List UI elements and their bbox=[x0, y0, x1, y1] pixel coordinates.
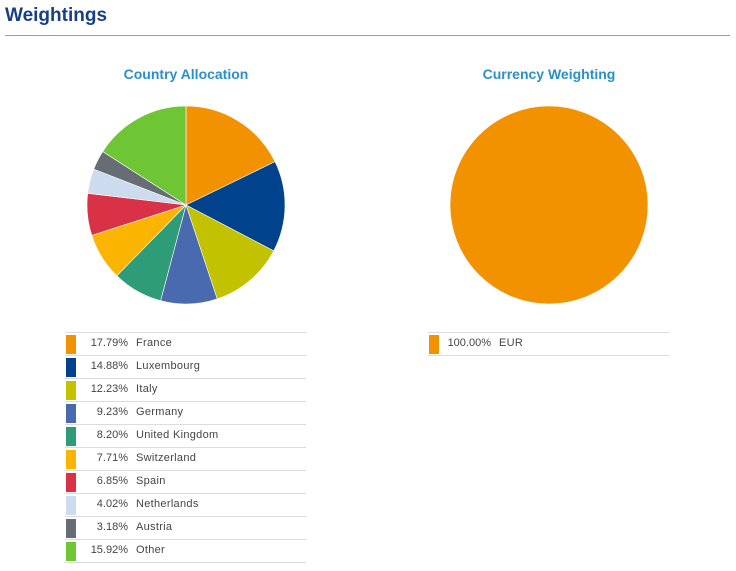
legend-percentage: 14.88% bbox=[90, 360, 128, 372]
legend-percentage: 6.85% bbox=[96, 475, 128, 487]
legend-swatch bbox=[66, 427, 76, 446]
legend-swatch bbox=[66, 542, 76, 561]
legend-swatch bbox=[66, 473, 76, 492]
legend-item-spain: 6.85% Spain bbox=[65, 470, 306, 493]
legend-item-luxembourg: 14.88% Luxembourg bbox=[65, 355, 306, 378]
legend-label: Germany bbox=[136, 406, 184, 418]
currency-weighting-legend: 100.00% EUR bbox=[428, 332, 669, 356]
pie-slice-france bbox=[185, 105, 276, 206]
legend-label: Luxembourg bbox=[136, 360, 201, 372]
legend-item-germany: 9.23% Germany bbox=[65, 401, 306, 424]
pie-slice-luxembourg bbox=[185, 161, 286, 252]
legend-label: Switzerland bbox=[136, 452, 197, 464]
legend-item-austria: 3.18% Austria bbox=[65, 516, 306, 539]
pie-slice-eur bbox=[449, 105, 649, 305]
legend-percentage: 12.23% bbox=[90, 383, 128, 395]
legend-percentage: 4.02% bbox=[96, 498, 128, 510]
legend-label: Netherlands bbox=[136, 498, 199, 510]
legend-label: Italy bbox=[136, 383, 158, 395]
legend-label: United Kingdom bbox=[136, 429, 219, 441]
legend-item-united-kingdom: 8.20% United Kingdom bbox=[65, 424, 306, 447]
legend-swatch bbox=[66, 358, 76, 377]
pie-slice-other bbox=[102, 105, 187, 206]
page-title: Weightings bbox=[5, 5, 108, 26]
legend-percentage: 100.00% bbox=[447, 337, 491, 349]
legend-label: Other bbox=[136, 544, 166, 556]
legend-item-other: 15.92% Other bbox=[65, 539, 306, 563]
title-divider bbox=[5, 35, 730, 36]
legend-item-switzerland: 7.71% Switzerland bbox=[65, 447, 306, 470]
legend-label: Spain bbox=[136, 475, 166, 487]
legend-item-netherlands: 4.02% Netherlands bbox=[65, 493, 306, 516]
legend-label: EUR bbox=[499, 337, 524, 349]
legend-item-eur: 100.00% EUR bbox=[428, 332, 669, 356]
legend-percentage: 17.79% bbox=[90, 337, 128, 349]
legend-swatch bbox=[66, 519, 76, 538]
currency-weighting-title: Currency Weighting bbox=[482, 66, 616, 82]
legend-percentage: 9.23% bbox=[96, 406, 128, 418]
currency-weighting-pie-chart bbox=[449, 105, 649, 305]
legend-label: Austria bbox=[136, 521, 173, 533]
legend-swatch bbox=[429, 335, 439, 354]
legend-percentage: 7.71% bbox=[96, 452, 128, 464]
pie-slice-italy bbox=[185, 204, 275, 300]
legend-swatch bbox=[66, 381, 76, 400]
legend-swatch bbox=[66, 404, 76, 423]
legend-swatch bbox=[66, 496, 76, 515]
legend-item-italy: 12.23% Italy bbox=[65, 378, 306, 401]
legend-swatch bbox=[66, 335, 76, 354]
legend-item-france: 17.79% France bbox=[65, 332, 306, 355]
legend-label: France bbox=[136, 337, 173, 349]
country-allocation-pie-chart bbox=[86, 105, 286, 305]
legend-percentage: 8.20% bbox=[96, 429, 128, 441]
country-allocation-legend: 17.79% France 14.88% Luxembourg 12.23% Italy 9… bbox=[65, 332, 306, 563]
legend-percentage: 3.18% bbox=[96, 521, 128, 533]
legend-percentage: 15.92% bbox=[90, 544, 128, 556]
legend-swatch bbox=[66, 450, 76, 469]
country-allocation-title: Country Allocation bbox=[123, 66, 249, 82]
